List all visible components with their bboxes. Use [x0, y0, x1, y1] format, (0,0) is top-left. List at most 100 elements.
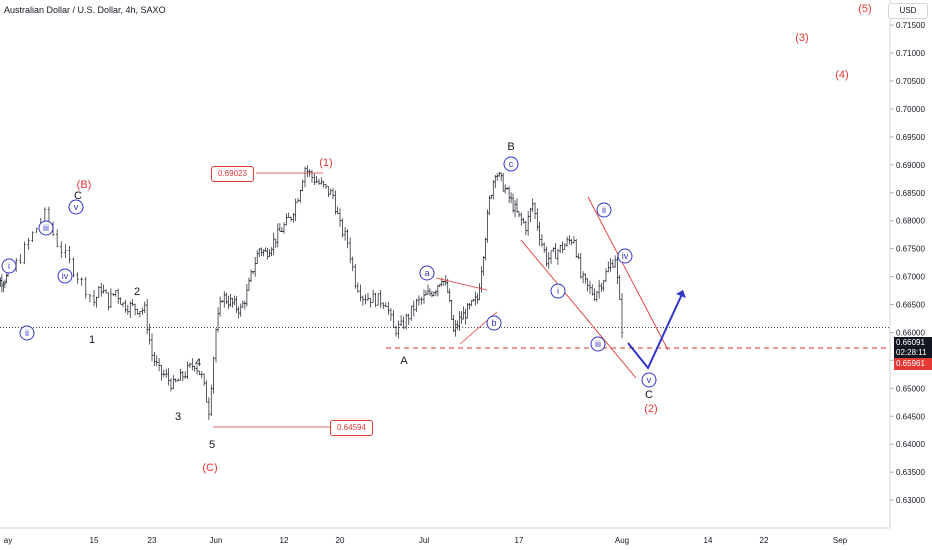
- candle: [520, 212, 523, 226]
- candle: [100, 282, 103, 297]
- candle: [540, 234, 544, 248]
- wave-C-left: C: [74, 190, 82, 202]
- candle: [412, 300, 416, 317]
- candle: [522, 217, 525, 224]
- candle: [167, 368, 170, 386]
- candle: [496, 173, 499, 181]
- candle: [536, 208, 539, 231]
- y-tick-label: 0.69000: [896, 161, 925, 170]
- candle: [216, 307, 220, 333]
- candle: [174, 378, 177, 383]
- candle: [141, 307, 144, 315]
- wave-ii-right: ii: [602, 205, 606, 215]
- candle: [97, 285, 101, 298]
- candle: [464, 308, 467, 325]
- candle: [450, 300, 453, 321]
- candle: [494, 174, 497, 189]
- candle: [119, 297, 122, 305]
- candle: [55, 229, 59, 248]
- candle: [249, 269, 253, 283]
- candle: [382, 302, 385, 309]
- candle: [3, 279, 7, 288]
- candle: [468, 302, 471, 310]
- candle: [371, 289, 375, 303]
- y-tick-label: 0.71500: [896, 21, 925, 30]
- candle: [193, 365, 196, 372]
- y-tick-label: 0.63000: [896, 496, 925, 505]
- candle: [526, 211, 530, 236]
- candle: [243, 300, 247, 310]
- x-tick-label: Jul: [419, 536, 429, 545]
- candle: [511, 193, 515, 213]
- candle: [334, 190, 337, 215]
- candle: [205, 380, 208, 403]
- wave-1-degree: (1): [319, 157, 332, 169]
- candle: [503, 184, 507, 194]
- wave-5-degree: (5): [858, 3, 871, 15]
- candle: [488, 195, 491, 215]
- wave-B-degree: (B): [77, 179, 92, 191]
- candle: [604, 268, 608, 283]
- wave-1: 1: [89, 334, 95, 346]
- candle: [533, 202, 537, 219]
- y-tick-label: 0.63500: [896, 468, 925, 477]
- candle: [126, 304, 130, 315]
- candle: [165, 368, 168, 378]
- candle: [420, 297, 423, 305]
- y-tick-label: 0.68500: [896, 189, 925, 198]
- candle: [366, 293, 370, 301]
- wave-i-right-circle: [550, 283, 566, 299]
- candle: [436, 285, 440, 297]
- x-tick-label: 15: [90, 536, 99, 545]
- wave-v-left: v: [74, 202, 79, 212]
- chart-title: Australian Dollar / U.S. Dollar, 4h, SAX…: [4, 5, 166, 15]
- candle: [2, 281, 5, 293]
- candle: [245, 284, 249, 307]
- candle: [570, 238, 573, 246]
- candle: [538, 221, 541, 246]
- candle: [434, 289, 438, 296]
- candle: [124, 299, 127, 313]
- candle: [458, 310, 461, 331]
- candle: [256, 250, 259, 264]
- candle: [133, 303, 137, 316]
- candle: [251, 270, 255, 275]
- candle: [581, 271, 585, 284]
- candle: [542, 242, 546, 253]
- y-tick-label: 0.64000: [896, 440, 925, 449]
- candle: [233, 295, 236, 306]
- candle: [272, 232, 275, 256]
- y-tick-label: 0.70000: [896, 105, 925, 114]
- candle: [285, 213, 288, 226]
- candle: [289, 216, 293, 222]
- candle: [181, 371, 185, 382]
- candle: [466, 302, 469, 319]
- candle: [374, 292, 377, 308]
- candle: [320, 177, 323, 185]
- candle: [361, 295, 365, 306]
- candle: [280, 227, 284, 233]
- candle: [513, 200, 517, 218]
- currency-selector[interactable]: USD: [888, 3, 928, 19]
- candle: [515, 198, 519, 213]
- wave-3: 3: [175, 411, 181, 423]
- wave-4: 4: [195, 357, 201, 369]
- candle: [270, 247, 273, 257]
- candle: [292, 213, 295, 223]
- candle: [432, 291, 436, 297]
- wave-ii-left-circle: [19, 325, 35, 341]
- candle: [329, 188, 332, 195]
- candle: [148, 323, 151, 345]
- candle: [379, 289, 382, 308]
- wave-ii-left: ii: [25, 328, 29, 338]
- candle: [235, 296, 238, 313]
- wave-2: 2: [134, 286, 140, 298]
- y-tick-label: 0.69500: [896, 133, 925, 142]
- wave-v-left-circle: [68, 199, 84, 215]
- candle: [129, 301, 132, 319]
- candle: [162, 369, 166, 378]
- candle: [102, 284, 105, 294]
- wave-iii-right-circle: [590, 336, 606, 352]
- candle: [107, 292, 110, 311]
